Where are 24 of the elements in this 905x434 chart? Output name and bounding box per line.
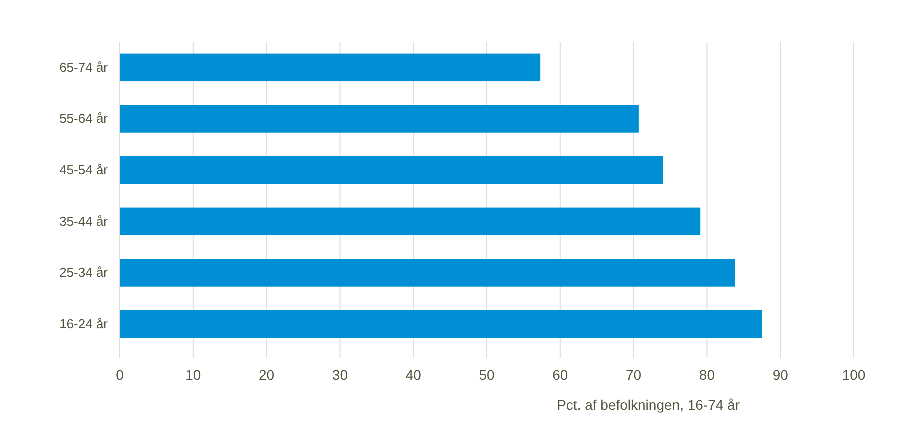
x-tick-label: 90 bbox=[772, 366, 789, 383]
x-tick-label: 10 bbox=[186, 366, 202, 383]
x-tick-label: 70 bbox=[626, 366, 642, 383]
y-tick-label: 16-24 år bbox=[60, 316, 109, 332]
y-tick-label: 45-54 år bbox=[60, 162, 109, 178]
x-axis-title: Pct. af befolkningen, 16-74 år bbox=[557, 397, 740, 413]
y-tick-label: 65-74 år bbox=[60, 60, 109, 75]
x-tick-label: 50 bbox=[479, 366, 495, 383]
x-tick-label: 40 bbox=[406, 366, 422, 383]
x-tick-label: 20 bbox=[259, 366, 275, 383]
bar bbox=[120, 259, 736, 287]
bar bbox=[120, 156, 664, 184]
x-tick-label: 60 bbox=[552, 366, 568, 383]
x-tick-label: 100 bbox=[842, 366, 866, 383]
y-tick-label: 35-44 år bbox=[60, 214, 109, 229]
bar bbox=[120, 208, 701, 236]
bar bbox=[120, 105, 639, 133]
x-tick-label: 80 bbox=[699, 366, 716, 383]
x-tick-label: 30 bbox=[332, 366, 348, 383]
y-tick-label: 55-64 år bbox=[60, 111, 109, 126]
bar bbox=[120, 310, 762, 338]
bar bbox=[120, 54, 541, 82]
x-tick-label: 0 bbox=[116, 366, 124, 383]
y-tick-label: 25-34 år bbox=[60, 265, 109, 280]
